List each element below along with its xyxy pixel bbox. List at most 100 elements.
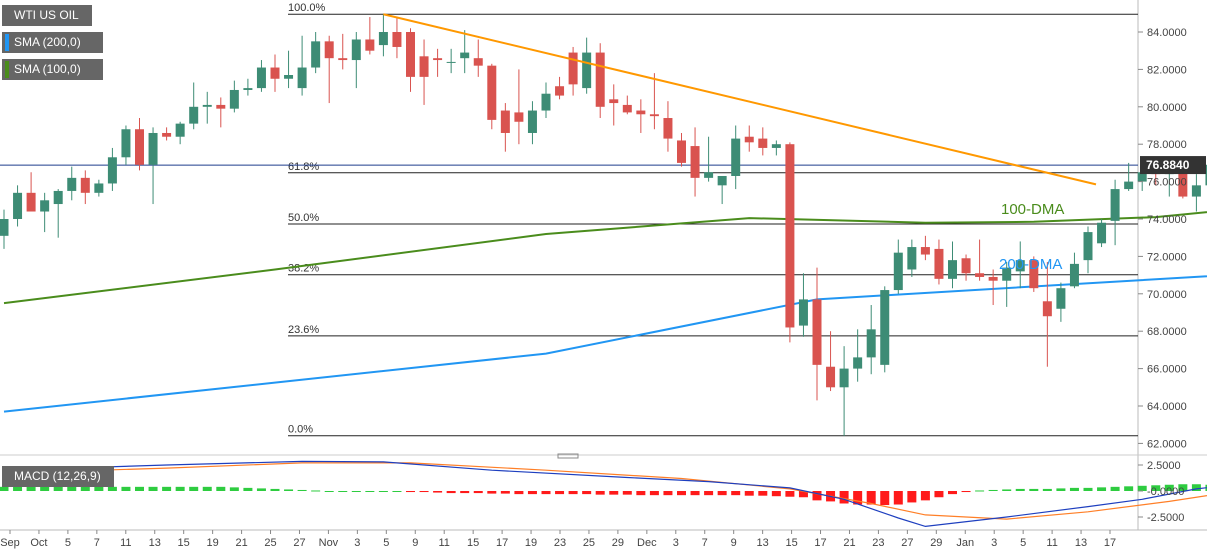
macd-histogram-bar <box>636 491 646 496</box>
candle-body <box>229 89 239 109</box>
macd-histogram-bar <box>1124 486 1134 491</box>
candle-body <box>948 260 957 279</box>
legend-sma200[interactable]: SMA (200,0) <box>2 32 103 53</box>
x-tick-label: 23 <box>554 537 566 549</box>
candle-body <box>1191 185 1201 197</box>
candle-body <box>622 104 632 113</box>
macd-histogram-bar <box>704 491 714 496</box>
candle-body <box>270 67 280 79</box>
macd-histogram-bar <box>1069 487 1079 491</box>
macd-histogram-bar <box>1164 484 1174 491</box>
macd-histogram-bar <box>487 491 497 494</box>
macd-histogram-bar <box>1137 485 1147 491</box>
macd-histogram-bar <box>595 491 605 495</box>
macd-histogram-bar <box>175 486 185 491</box>
candle-body <box>1110 189 1120 221</box>
candle-body <box>13 192 23 219</box>
macd-histogram-bar <box>433 491 443 493</box>
macd-y-tick-label: -0.0000 <box>1147 486 1184 498</box>
macd-histogram-bar <box>622 491 632 495</box>
sma100-swatch <box>5 61 9 78</box>
y-tick-label: 66.0000 <box>1147 364 1187 376</box>
macd-histogram-bar <box>419 491 429 493</box>
macd-histogram-bar <box>609 491 619 495</box>
x-tick-label: 13 <box>1075 537 1087 549</box>
y-tick-label: 70.0000 <box>1147 289 1187 301</box>
macd-histogram-bar <box>80 486 90 491</box>
candle-body <box>798 299 808 326</box>
macd-histogram-bar <box>785 491 795 497</box>
macd-histogram-bar <box>148 486 158 491</box>
macd-histogram-bar <box>514 491 524 495</box>
candle-body <box>1056 288 1066 309</box>
legend-macd[interactable]: MACD (12,26,9) <box>2 466 114 487</box>
macd-histogram-bar <box>406 491 415 493</box>
y-tick-label: 74.0000 <box>1147 214 1187 226</box>
x-tick-label: Oct <box>30 537 47 549</box>
panel-resize-handle <box>557 453 579 459</box>
candle-body <box>297 67 307 89</box>
macd-histogram-bar <box>1015 488 1025 491</box>
macd-histogram-bar <box>297 489 307 491</box>
macd-histogram-bar <box>1110 486 1120 491</box>
candle-body <box>135 129 144 165</box>
macd-histogram-bar <box>1191 484 1201 491</box>
candle-body <box>256 67 266 89</box>
fib-level-label: 100.0% <box>288 2 326 14</box>
macd-histogram-bar <box>1056 488 1066 491</box>
instrument-label-text: WTI US OIL <box>14 8 79 22</box>
candle-body <box>744 136 754 143</box>
macd-histogram-bar <box>338 491 348 492</box>
macd-histogram-bar <box>0 486 9 491</box>
macd-histogram-bar <box>541 491 551 495</box>
macd-histogram-bar <box>988 489 998 491</box>
macd-histogram-bar <box>866 491 876 505</box>
macd-histogram-bar <box>839 491 849 504</box>
macd-histogram-bar <box>365 491 375 492</box>
legend-sma200-label: SMA (200,0) <box>14 35 81 49</box>
candle-body <box>568 52 578 85</box>
x-tick-label: 11 <box>120 537 131 549</box>
fib-level-label: 61.8% <box>288 161 319 173</box>
x-tick-label: 5 <box>383 537 389 549</box>
candle-body <box>202 104 212 107</box>
candle-body <box>609 99 619 104</box>
candle-body <box>690 146 700 178</box>
candle-body <box>1042 301 1052 317</box>
candle-body <box>771 144 781 148</box>
macd-histogram-bar <box>216 486 226 491</box>
macd-histogram-bar <box>853 491 863 505</box>
macd-signal-line <box>3 462 1207 520</box>
x-tick-label: 11 <box>1046 537 1057 549</box>
candle-body <box>473 58 483 66</box>
x-tick-label: 27 <box>293 537 305 549</box>
candle-body <box>663 118 673 139</box>
macd-histogram-bar <box>717 491 727 496</box>
candle-body <box>500 110 510 133</box>
x-tick-label: 15 <box>178 537 190 549</box>
macd-histogram-bar <box>961 491 971 493</box>
candle-body <box>1124 181 1134 190</box>
macd-histogram-bar <box>500 491 510 494</box>
macd-line <box>3 460 1207 528</box>
macd-histogram-bar <box>243 487 253 491</box>
candle-body <box>311 41 321 68</box>
candle-body <box>1002 267 1012 281</box>
candle-body <box>1015 260 1025 272</box>
candle-body <box>338 58 348 61</box>
sma200-line <box>3 275 1207 413</box>
legend-sma100[interactable]: SMA (100,0) <box>2 59 103 80</box>
macd-histogram-bar <box>94 486 104 491</box>
x-tick-label: 7 <box>94 537 100 549</box>
x-tick-label: 3 <box>673 537 679 549</box>
x-tick-label: 9 <box>412 537 418 549</box>
candle-body <box>162 132 172 137</box>
macd-histogram-bar <box>731 491 741 496</box>
macd-histogram-bar <box>663 491 673 496</box>
candle-body <box>582 52 592 89</box>
macd-histogram-bar <box>53 486 63 491</box>
instrument-label[interactable]: WTI US OIL <box>2 5 92 26</box>
macd-histogram-bar <box>1083 487 1093 491</box>
macd-histogram-bar <box>107 486 117 491</box>
